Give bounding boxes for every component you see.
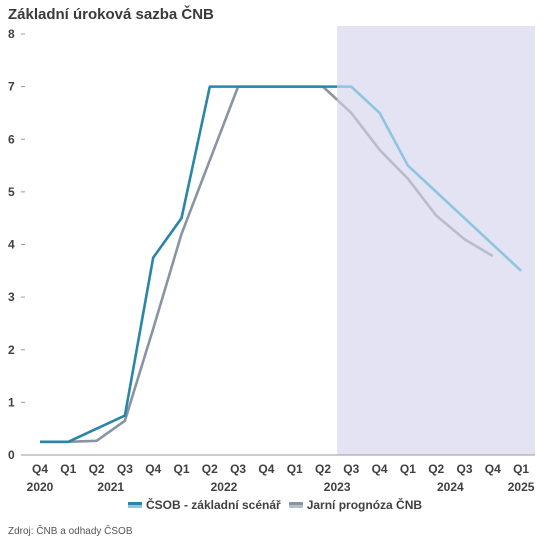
legend-label-cnb: Jarní prognóza ČNB [306, 498, 423, 512]
y-tick-label: 1 [8, 395, 15, 409]
x-tick-label: Q4 [145, 462, 161, 476]
x-tick-label: Q3 [343, 462, 359, 476]
y-tick-label: 3 [8, 290, 15, 304]
x-tick-label: Q2 [202, 462, 218, 476]
series-line-csob-actual [40, 85, 338, 444]
x-tick-label: Q3 [230, 462, 246, 476]
source-note: Zdroj: ČNB a odhady ČSOB [8, 526, 133, 537]
x-tick-label: Q1 [287, 462, 303, 476]
x-tick-label: Q2 [89, 462, 105, 476]
x-tick-label: Q1 [60, 462, 76, 476]
x-tick-label: Q4 [485, 462, 501, 476]
y-tick-label: 6 [8, 132, 15, 146]
x-tick-label: Q4 [372, 462, 388, 476]
chart-title: Základní úroková sazba ČNB [8, 6, 214, 23]
x-tick-label: Q1 [173, 462, 189, 476]
x-tick-label: Q3 [117, 462, 133, 476]
legend-item-cnb: Jarní prognóza ČNB [288, 498, 423, 512]
legend-swatch-csob [127, 502, 142, 508]
series-line-csob-forecast [337, 85, 522, 272]
y-tick-label: 0 [8, 448, 15, 462]
x-tick-label: Q3 [456, 462, 472, 476]
x-year-label: 2021 [97, 480, 124, 494]
x-tick-label: Q1 [513, 462, 529, 476]
series-layer [40, 85, 522, 444]
y-axis: 0 1 2 3 4 5 6 7 8 [8, 27, 25, 462]
x-tick-label: Q4 [32, 462, 48, 476]
x-year-label: 2020 [27, 480, 54, 494]
y-tick-label: 4 [8, 238, 15, 252]
series-line-cnb-forecast [336, 98, 494, 258]
series-line-cnb-actual [40, 85, 339, 444]
x-year-label: 2022 [211, 480, 238, 494]
y-tick-label: 2 [8, 343, 15, 357]
y-tick-label: 7 [8, 80, 15, 94]
forecast-shade-layer [337, 26, 535, 455]
x-year-label: 2024 [437, 480, 464, 494]
x-axis: Q4 Q1 Q2 Q3 Q4 Q1 Q2 Q3 Q4 Q1 Q2 Q3 Q4 Q1 Q2 Q3 Q4 Q1 2020… [24, 454, 535, 494]
forecast-region [337, 26, 535, 455]
legend-label-csob: ČSOB - základní scénář [145, 498, 281, 512]
x-year-label: 2023 [324, 480, 351, 494]
legend-swatch-cnb [288, 502, 303, 508]
x-tick-label: Q1 [400, 462, 416, 476]
y-tick-label: 8 [8, 27, 15, 41]
x-tick-label: Q4 [258, 462, 274, 476]
x-year-label: 2025 [508, 480, 535, 494]
x-tick-label: Q2 [315, 462, 331, 476]
x-tick-label: Q2 [428, 462, 444, 476]
legend-item-csob: ČSOB - základní scénář [127, 498, 281, 512]
legend: ČSOB - základní scénář Jarní prognóza ČN… [0, 498, 550, 512]
y-tick-label: 5 [8, 185, 15, 199]
